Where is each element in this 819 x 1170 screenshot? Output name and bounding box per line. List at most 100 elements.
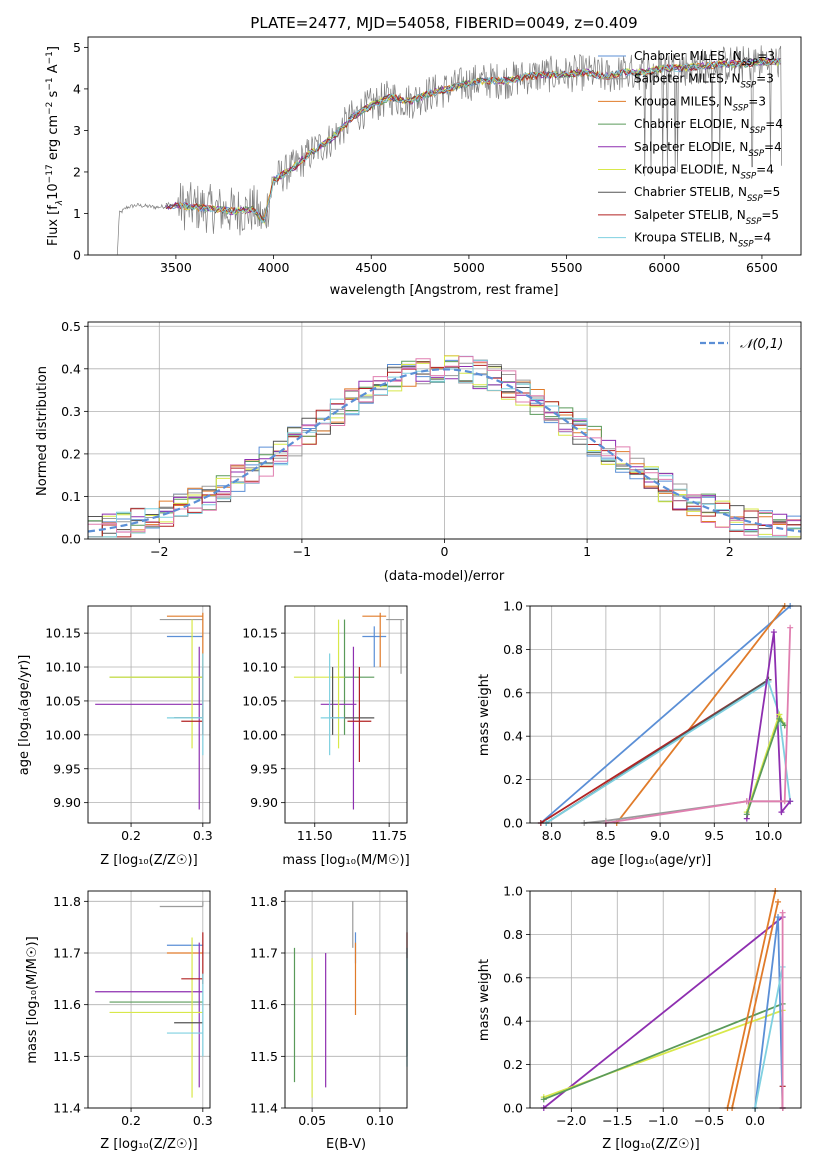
normal-legend-label: 𝒩(0,1) xyxy=(740,337,783,352)
axes-frame xyxy=(284,605,408,824)
mass-weight-point xyxy=(787,798,794,805)
mass-weight-vs-age-panel: 8.0 8.5 9.0 9.5 10.0 0.0 0.2 0.4 0.6 0.8 1.0 age [… xyxy=(477,599,802,868)
mass-weight-point xyxy=(776,715,783,722)
y-tick-label: 0.1 xyxy=(61,489,81,504)
y-tick-label: 1.0 xyxy=(503,884,523,899)
legend-tail: =3 xyxy=(748,94,766,108)
axes-frame xyxy=(529,890,802,1109)
x-tick-label: −1.5 xyxy=(602,1113,632,1128)
legend-sub: SSP xyxy=(742,58,758,68)
y-tick-label: 0.0 xyxy=(503,816,523,831)
x-tick-label: 0.0 xyxy=(745,1113,765,1128)
y-tick-label: 3 xyxy=(73,123,81,138)
x-tick-label: 6500 xyxy=(746,260,778,275)
mass-vs-metallicity-panel: 0.2 0.3 11.4 11.5 11.6 11.7 11.8 Z [log₁₀(Z/Z☉… xyxy=(25,890,213,1152)
y-tick-label: 10.05 xyxy=(45,693,81,708)
y-tick-label: 0.2 xyxy=(503,772,523,787)
y-tick-label: 11.7 xyxy=(53,946,81,961)
x-tick-label: −2 xyxy=(150,544,168,559)
x-tick-label: 0.3 xyxy=(193,828,213,843)
residual-histogram xyxy=(88,356,801,538)
mass-vs-extinction-panel: 0.05 0.10 11.4 11.5 11.6 11.7 11.8 E(B-V) xyxy=(250,890,408,1152)
y-tick-label: 11.8 xyxy=(250,894,278,909)
y-tick-label: 0.3 xyxy=(61,404,81,419)
x-tick-label: 0.2 xyxy=(121,828,141,843)
y-tick-label: 9.90 xyxy=(250,795,278,810)
legend-label: Chabrier ELODIE, NSSP=4 xyxy=(634,117,783,136)
mass-weight-point xyxy=(787,624,794,631)
legend-tail: =3 xyxy=(756,72,774,86)
mass-weight-point xyxy=(775,914,782,921)
y-tick-label: 9.95 xyxy=(250,761,278,776)
y-tick-label: 0.2 xyxy=(61,446,81,461)
mass-weight-line xyxy=(605,627,792,824)
legend-tail: =4 xyxy=(765,117,783,131)
y-tick-label: 4 xyxy=(73,81,81,96)
y-tick-label: 11.5 xyxy=(250,1049,278,1064)
y-tick-label: 1.0 xyxy=(503,599,523,614)
x-tick-label: 0.05 xyxy=(298,1113,326,1128)
x-tick-label: 10.0 xyxy=(755,828,783,843)
mass-weight-point xyxy=(781,798,788,805)
spectrum-lines xyxy=(116,45,782,255)
x-tick-label: 0.2 xyxy=(121,1113,141,1128)
mass-weight-line xyxy=(615,605,786,824)
y-tick-label: 10.00 xyxy=(45,727,81,742)
residual-legend: 𝒩(0,1) xyxy=(700,337,783,352)
axes-frame xyxy=(87,605,211,824)
axes-frame xyxy=(87,890,211,1109)
y-tick-label: 0 xyxy=(73,248,81,263)
mwAge-ylabel: mass weight xyxy=(477,674,492,756)
y-tick-label: 5 xyxy=(73,40,81,55)
y-tick-label: 11.6 xyxy=(53,997,81,1012)
legend-sub: SSP xyxy=(747,194,763,204)
legend-tail: =4 xyxy=(764,140,782,154)
mass-weight-point xyxy=(779,909,786,916)
y-tick-label: 10.10 xyxy=(45,660,81,675)
y-tick-label: 0.0 xyxy=(503,1101,523,1116)
legend-label: Salpeter ELODIE, NSSP=4 xyxy=(634,140,782,159)
histograms xyxy=(88,355,801,538)
x-tick-label: 3500 xyxy=(160,260,192,275)
y-tick-label: 0.8 xyxy=(503,642,523,657)
legend-sub: SSP xyxy=(746,217,762,227)
mass-weight-line xyxy=(543,1002,783,1101)
legend-tail: =5 xyxy=(761,208,779,222)
mwZ-ylabel: mass weight xyxy=(477,959,492,1041)
y-tick-label: 11.4 xyxy=(53,1101,81,1116)
spectrum-ylabel: Flux [fλ10−17 erg cm−2 s−1 A−1] xyxy=(45,46,65,246)
y-tick-label: 0.5 xyxy=(61,319,81,334)
massE-xlabel: E(B-V) xyxy=(326,1137,366,1152)
residual-xlabel: (data-model)/error xyxy=(384,569,505,584)
x-tick-label: 4000 xyxy=(258,260,290,275)
mass-weight-line xyxy=(726,890,777,1109)
x-tick-label: 2 xyxy=(726,544,734,559)
mass-weight-point xyxy=(778,809,785,816)
x-tick-label: −0.5 xyxy=(694,1113,724,1128)
y-tick-label: 11.6 xyxy=(250,997,278,1012)
model-spectrum xyxy=(179,57,781,223)
mwAge-xlabel: age [log₁₀(age/yr)] xyxy=(591,853,712,868)
x-tick-label: −1 xyxy=(293,544,311,559)
residual-histogram xyxy=(88,366,801,538)
y-tick-label: 9.90 xyxy=(53,795,81,810)
y-tick-label: 10.05 xyxy=(242,693,278,708)
age-vs-metallicity-panel: 0.2 0.3 9.90 9.95 10.00 10.05 10.10 10.15 Z [lo… xyxy=(17,605,213,868)
y-tick-label: 11.8 xyxy=(53,894,81,909)
x-tick-label: 9.5 xyxy=(704,828,724,843)
y-tick-label: 11.7 xyxy=(250,946,278,961)
residual-ylabel: Normed distribution xyxy=(35,366,50,496)
mass-weight-point xyxy=(775,898,782,905)
massZ-xlabel: Z [log₁₀(Z/Z☉)] xyxy=(100,1137,197,1152)
x-tick-label: 0 xyxy=(441,544,449,559)
legend-label: Kroupa MILES, NSSP=3 xyxy=(634,94,766,113)
spectrum-xlabel: wavelength [Angstrom, rest frame] xyxy=(330,283,559,298)
mass-weight-line xyxy=(545,680,792,824)
x-tick-label: 5000 xyxy=(453,260,485,275)
y-tick-label: 10.15 xyxy=(242,626,278,641)
ageM-xlabel: mass [log₁₀(M/M☉)] xyxy=(282,853,409,868)
x-tick-label: 9.0 xyxy=(650,828,670,843)
y-tick-label: 10.15 xyxy=(45,626,81,641)
